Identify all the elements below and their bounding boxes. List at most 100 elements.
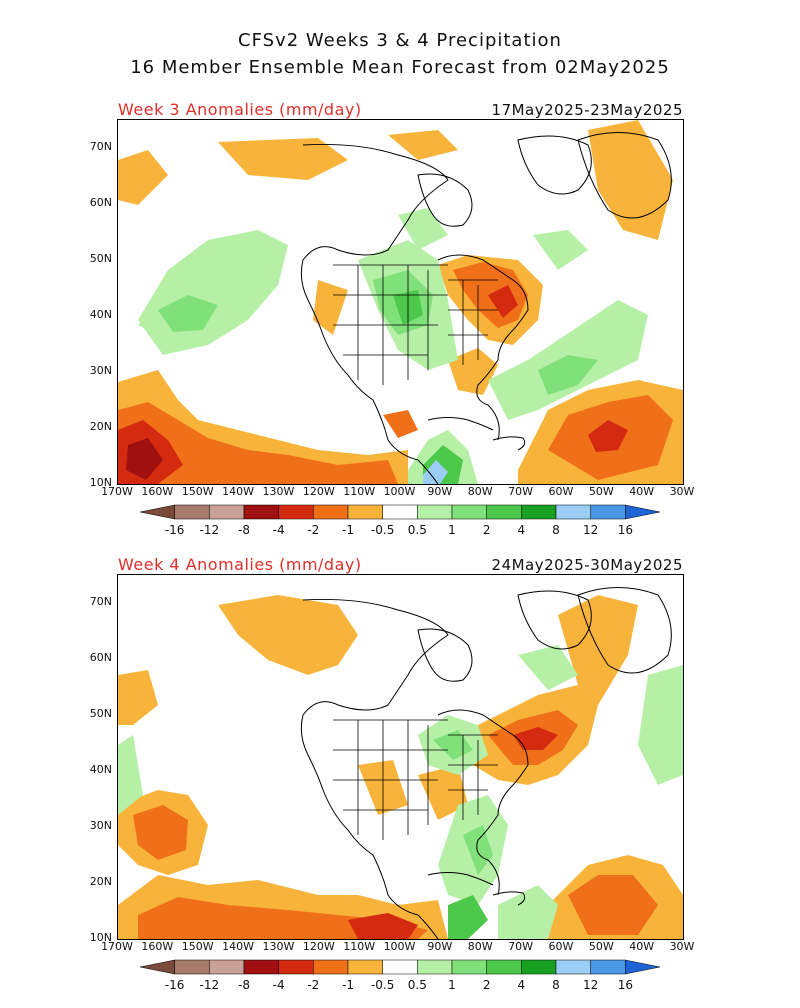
colorbar-tick-label: -12 xyxy=(199,523,220,537)
anomaly-region xyxy=(383,410,418,438)
longitude-tick-label: 170W xyxy=(101,940,133,953)
colorbar-tick-label: 0.5 xyxy=(407,978,427,992)
colorbar-tick-label: 8 xyxy=(552,978,560,992)
longitude-tick-label: 130W xyxy=(262,940,295,953)
longitude-tick-label: 60W xyxy=(548,485,574,498)
week4-panel: Week 4 Anomalies (mm/day) 24May2025-30Ma… xyxy=(0,553,800,1008)
colorbar-segment xyxy=(417,504,453,520)
colorbar-segment xyxy=(174,504,210,520)
week3-coastlines xyxy=(300,132,672,484)
figure-title-line2: 16 Member Ensemble Mean Forecast from 02… xyxy=(130,57,670,78)
longitude-tick-label: 80W xyxy=(467,940,493,953)
colorbar-segment xyxy=(209,959,245,975)
colorbar-segment xyxy=(313,504,349,520)
anomaly-region xyxy=(488,285,518,318)
anomaly-region xyxy=(118,402,398,484)
latitude-tick-label: 30N xyxy=(89,819,112,832)
colorbar-tick-label: 12 xyxy=(583,523,599,537)
anomaly-region xyxy=(638,665,683,785)
longitude-tick-label: 90W xyxy=(427,940,453,953)
coastline xyxy=(577,132,672,219)
longitude-tick-label: 160W xyxy=(141,485,174,498)
anomaly-region xyxy=(463,825,493,875)
longitude-tick-label: 100W xyxy=(383,485,416,498)
longitude-tick-label: 60W xyxy=(548,940,574,953)
colorbar-segment xyxy=(347,959,383,975)
colorbar-tick-label: 2 xyxy=(482,523,491,537)
colorbar-segment xyxy=(209,504,245,520)
longitude-tick-label: 90W xyxy=(427,485,453,498)
week3-dates: 17May2025-23May2025 xyxy=(491,101,683,119)
longitude-tick-label: 150W xyxy=(181,940,214,953)
colorbar-tick-label: -1 xyxy=(342,978,354,992)
anomaly-region xyxy=(448,895,488,939)
week3-anomaly-fields xyxy=(118,120,683,484)
latitude-tick-label: 20N xyxy=(89,420,112,433)
colorbar-tick-label: -2 xyxy=(307,978,320,992)
colorbar-tick-label: 16 xyxy=(617,978,633,992)
longitude-tick-label: 30W xyxy=(669,485,695,498)
colorbar-segment xyxy=(486,959,522,975)
figure-title-line1: CFSv2 Weeks 3 & 4 Precipitation xyxy=(238,30,562,51)
colorbar-segment xyxy=(243,959,279,975)
week3-map-svg xyxy=(118,120,683,484)
longitude-tick-label: 70W xyxy=(508,940,533,953)
colorbar-tick-label: -16 xyxy=(164,523,185,537)
latitude-tick-label: 30N xyxy=(89,364,112,377)
colorbar-tick-label: 4 xyxy=(517,523,526,537)
anomaly-region xyxy=(533,230,588,270)
colorbar-tick-label: -16 xyxy=(164,978,185,992)
longitude-tick-label: 150W xyxy=(181,485,214,498)
colorbar-tick-label: -0.5 xyxy=(370,523,395,537)
colorbar-segment xyxy=(590,504,626,520)
latitude-tick-label: 60N xyxy=(89,196,112,209)
colorbar: -16 -12 -8 -4 -2 -1 -0.5 0.5 1 2 4 8 12 16 xyxy=(139,958,661,998)
colorbar-segment xyxy=(486,504,522,520)
colorbar-segment xyxy=(313,959,349,975)
latitude-tick-label: 10N xyxy=(89,476,112,489)
anomaly-region xyxy=(448,348,498,395)
coastline xyxy=(417,628,473,682)
coastline xyxy=(300,598,449,939)
anomaly-region xyxy=(133,805,188,860)
week4-map xyxy=(117,574,684,940)
anomaly-region xyxy=(118,670,158,725)
anomaly-region xyxy=(348,913,418,939)
anomaly-region xyxy=(313,280,348,335)
colorbar-segment xyxy=(451,959,487,975)
colorbar-segment xyxy=(347,504,383,520)
colorbar-tick-label: -4 xyxy=(272,978,285,992)
colorbar-tick-label: 1 xyxy=(448,523,456,537)
colorbar-segment xyxy=(555,959,591,975)
longitude-tick-label: 100W xyxy=(383,940,416,953)
latitude-tick-label: 70N xyxy=(89,140,112,153)
anomaly-region xyxy=(118,150,168,205)
longitude-tick-label: 30W xyxy=(669,940,695,953)
longitude-tick-label: 80W xyxy=(467,485,493,498)
colorbar-tick-label: 0.5 xyxy=(407,523,427,537)
colorbar-tick-label: 2 xyxy=(482,978,491,992)
coastline xyxy=(577,587,672,674)
coastline xyxy=(427,417,494,431)
longitude-tick-label: 50W xyxy=(588,485,614,498)
latitude-tick-label: 70N xyxy=(89,595,112,608)
longitude-tick-label: 140W xyxy=(222,485,254,498)
latitude-tick-label: 40N xyxy=(89,763,112,776)
colorbar-tick-label: 4 xyxy=(517,978,526,992)
coastline xyxy=(437,709,529,896)
latitude-tick-label: 50N xyxy=(89,252,112,265)
colorbar-segment xyxy=(590,959,626,975)
week4-anomaly-fields xyxy=(118,595,683,939)
colorbar-tick-label: -12 xyxy=(199,978,220,992)
anomaly-region xyxy=(588,420,628,452)
week3-panel: Week 3 Anomalies (mm/day) 17May2025-23Ma… xyxy=(0,98,800,553)
longitude-tick-label: 130W xyxy=(262,485,295,498)
colorbar-segment xyxy=(451,504,487,520)
week4-map-svg xyxy=(118,587,683,939)
coastline xyxy=(427,872,494,886)
week4-label: Week 4 Anomalies (mm/day) xyxy=(118,555,362,574)
colorbar-segment xyxy=(521,959,557,975)
week4-coastlines xyxy=(300,587,672,939)
colorbar-segment xyxy=(555,504,591,520)
longitude-tick-label: 40W xyxy=(629,485,655,498)
